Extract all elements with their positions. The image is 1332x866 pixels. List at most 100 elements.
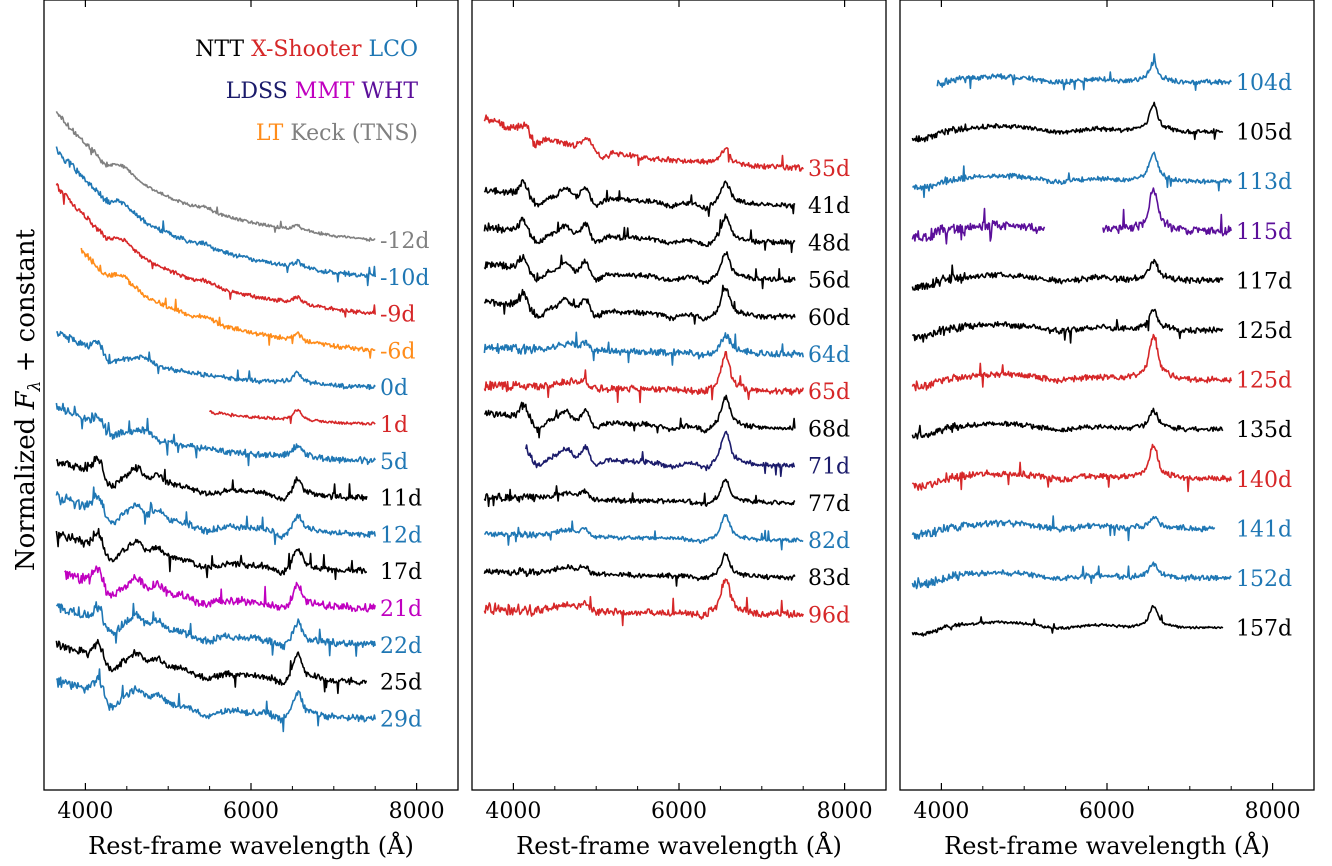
spectrum-line: [911, 407, 1224, 440]
epoch-label: 68d: [808, 417, 850, 442]
x-tick-label: 4000: [57, 799, 113, 824]
panel-1: 4000 6000 8000 Rest-frame wavelength (Å) -12…: [43, 0, 459, 860]
epoch-label: 56d: [808, 269, 850, 294]
spectrum-line: [483, 578, 804, 627]
x-tick-label: 6000: [223, 799, 279, 824]
epoch-label: 48d: [808, 231, 850, 256]
epoch-label: 25d: [380, 671, 422, 696]
epoch-label: 105d: [1236, 121, 1292, 146]
spectrum-line: [55, 146, 376, 287]
epoch-label: 77d: [808, 492, 850, 517]
legend-entry: WHT: [355, 79, 419, 104]
spectrum-line: [55, 601, 376, 657]
spectrum-line: [911, 308, 1224, 344]
epoch-label: 60d: [808, 306, 850, 331]
epoch-label: 17d: [380, 560, 422, 585]
epoch-label: 82d: [808, 529, 850, 554]
spectrum-line: [55, 486, 376, 546]
epoch-label: 41d: [808, 194, 850, 219]
epoch-label: 71d: [808, 455, 850, 480]
epoch-label: 104d: [1236, 71, 1292, 96]
x-axis-label: Rest-frame wavelength (Å): [516, 831, 842, 860]
epoch-label: 65d: [808, 380, 850, 405]
panel-frame: [899, 0, 1315, 791]
spectrum-line: [483, 478, 796, 508]
epoch-label: 64d: [808, 343, 850, 368]
x-tick-label: 8000: [1245, 799, 1301, 824]
spectrum-line: [911, 101, 1224, 143]
epoch-label: 135d: [1236, 418, 1292, 443]
epoch-label: 113d: [1236, 170, 1292, 195]
epoch-label: -9d: [380, 303, 416, 328]
epoch-label: 0d: [380, 376, 408, 401]
spectrum-line: [525, 430, 796, 478]
spectrum-line: [55, 455, 368, 502]
spectrum-line: [55, 111, 376, 242]
spectrum-line: [483, 213, 796, 254]
x-tick-label: 6000: [1079, 799, 1135, 824]
legend-entry: LDSS: [226, 79, 288, 104]
spectrum-line: [64, 565, 376, 613]
epoch-label: 12d: [380, 523, 422, 548]
spectrum-line: [55, 183, 376, 318]
spectrum-line: [911, 333, 1232, 392]
epoch-label: 11d: [380, 487, 422, 512]
panels-group: 4000 6000 8000 Rest-frame wavelength (Å) -12…: [43, 0, 1315, 860]
spectrum-line: [911, 604, 1224, 637]
spectrum-line: [483, 331, 804, 366]
epoch-label: -6d: [380, 339, 416, 364]
epoch-label: 29d: [380, 707, 422, 732]
epoch-label: 125d: [1236, 319, 1292, 344]
epoch-label: 21d: [380, 597, 422, 622]
epoch-label: 83d: [808, 566, 850, 591]
panel-2: 4000 6000 8000 Rest-frame wavelength (Å) 35d…: [471, 0, 887, 860]
spectrum-line: [483, 284, 796, 325]
legend-entry: NTT: [195, 37, 244, 62]
legend-entry: LT: [256, 121, 284, 146]
legend-entry: LCO: [362, 37, 418, 62]
epoch-label: 1d: [380, 413, 408, 438]
epoch-label: 117d: [1236, 269, 1292, 294]
x-tick-label: 4000: [913, 799, 969, 824]
x-tick-label: 4000: [485, 799, 541, 824]
spectrum-line: [55, 668, 376, 733]
spectrum-line: [483, 552, 796, 587]
x-axis-label: Rest-frame wavelength (Å): [88, 831, 414, 860]
x-tick-label: 8000: [817, 799, 873, 824]
spectrum-line: [483, 114, 804, 172]
x-tick-label: 6000: [651, 799, 707, 824]
epoch-label: 96d: [808, 603, 850, 628]
legend-entry: X-Shooter: [244, 37, 362, 62]
epoch-label: 157d: [1236, 617, 1292, 642]
spectrum-line: [911, 515, 1216, 542]
epoch-label: 141d: [1236, 517, 1292, 542]
legend-row: NTT X-Shooter LCO: [195, 37, 418, 62]
spectrum-line: [912, 151, 1232, 199]
legend-entry: Keck (TNS): [283, 121, 418, 146]
epoch-label: 125d: [1236, 369, 1292, 394]
spectrum-line: [55, 638, 367, 695]
legend-row: LDSS MMT WHT: [226, 79, 419, 104]
epoch-label: -12d: [380, 229, 430, 254]
spectrum-line: [911, 443, 1232, 493]
y-axis-label: Normalized Fλ + constant: [11, 228, 45, 571]
spectrum-line: [55, 402, 376, 467]
epoch-label: 35d: [808, 157, 850, 182]
spectrum-line: [483, 251, 796, 290]
spectrum-line: [483, 513, 804, 551]
epoch-label: 115d: [1236, 220, 1292, 245]
spectrum-line: [483, 351, 804, 404]
legend: NTT X-Shooter LCO LDSS MMT WHT LT Keck (TN…: [195, 37, 418, 146]
spectrum-line: [80, 247, 376, 359]
epoch-label: -10d: [380, 266, 430, 291]
legend-entry: MMT: [288, 79, 355, 104]
panel-3: 4000 6000 8000 Rest-frame wavelength (Å) 104…: [899, 0, 1315, 860]
spectrum-line: [55, 330, 376, 391]
epoch-label: 140d: [1236, 468, 1292, 493]
spectrum-line: [55, 527, 368, 581]
x-tick-label: 8000: [389, 799, 445, 824]
legend-row: LT Keck (TNS): [256, 121, 418, 146]
spectrum-line: [483, 394, 796, 439]
spectrum-line: [208, 408, 376, 426]
